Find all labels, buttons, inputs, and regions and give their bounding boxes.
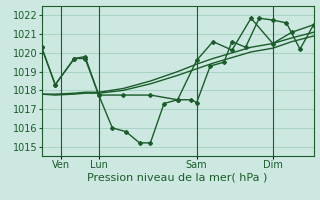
X-axis label: Pression niveau de la mer( hPa ): Pression niveau de la mer( hPa ) xyxy=(87,173,268,183)
